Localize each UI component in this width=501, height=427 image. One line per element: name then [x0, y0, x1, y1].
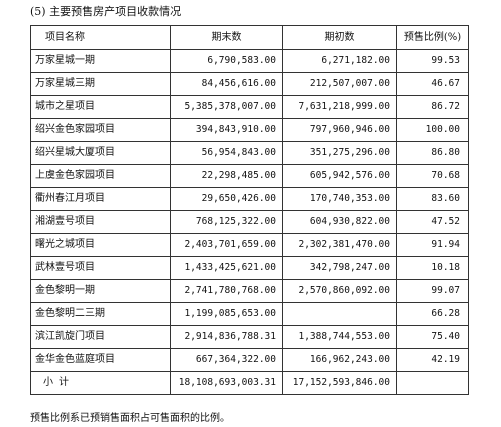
presale-ratio-cell: 83.60: [396, 187, 469, 211]
period-end-cell: 1,199,085,653.00: [170, 302, 283, 326]
project-name-cell: 武林壹号项目: [30, 256, 171, 280]
project-name-cell: 金华金色蓝庭项目: [30, 348, 171, 372]
period-begin-cell: 797,960,946.00: [282, 118, 397, 142]
project-name-cell: 上虞金色家园项目: [30, 164, 171, 188]
period-end-cell: 5,385,378,007.00: [170, 95, 283, 119]
period-end-cell: 2,741,780,768.00: [170, 279, 283, 303]
table-row: 万家星城一期 6,790,583.00 6,271,182.00 99.53: [30, 49, 469, 73]
header-period-end: 期末数: [170, 25, 283, 50]
period-end-cell: 29,650,426.00: [170, 187, 283, 211]
project-name-cell: 湘湖壹号项目: [30, 210, 171, 234]
period-begin-cell: 605,942,576.00: [282, 164, 397, 188]
period-end-cell: 6,790,583.00: [170, 49, 283, 73]
presale-ratio-cell: 91.94: [396, 233, 469, 257]
subtotal-label: 小计: [30, 371, 171, 395]
table-row: 金色黎明一期 2,741,780,768.00 2,570,860,092.00 99…: [30, 279, 469, 303]
presale-ratio-cell: 47.52: [396, 210, 469, 234]
table-row: 绍兴金色家园项目 394,843,910.00 797,960,946.00 100.…: [30, 118, 469, 142]
presale-ratio-cell: 70.68: [396, 164, 469, 188]
presale-ratio-cell: 10.18: [396, 256, 469, 280]
table-row: 绍兴星城大厦项目 56,954,843.00 351,275,296.00 86.80: [30, 141, 469, 165]
project-name-cell: 万家星城三期: [30, 72, 171, 96]
presale-ratio-cell: 75.40: [396, 325, 469, 349]
period-end-cell: 84,456,616.00: [170, 72, 283, 96]
project-name-cell: 曙光之城项目: [30, 233, 171, 257]
header-period-begin: 期初数: [282, 25, 397, 50]
presale-ratio-cell: 86.72: [396, 95, 469, 119]
header-presale-ratio: 预售比例(%): [396, 25, 469, 50]
table-row: 曙光之城项目 2,403,701,659.00 2,302,381,470.00 91…: [30, 233, 469, 257]
subtotal-period-begin: 17,152,593,846.00: [282, 371, 397, 395]
period-begin-cell: [282, 302, 397, 326]
period-end-cell: 56,954,843.00: [170, 141, 283, 165]
period-end-cell: 768,125,322.00: [170, 210, 283, 234]
table-row: 滨江凯旋门项目 2,914,836,788.31 1,388,744,553.00 7…: [30, 325, 469, 349]
period-end-cell: 2,914,836,788.31: [170, 325, 283, 349]
presale-ratio-cell: 99.07: [396, 279, 469, 303]
period-begin-cell: 351,275,296.00: [282, 141, 397, 165]
project-name-cell: 绍兴星城大厦项目: [30, 141, 171, 165]
project-name-cell: 金色黎明二三期: [30, 302, 171, 326]
period-begin-cell: 6,271,182.00: [282, 49, 397, 73]
period-begin-cell: 604,930,822.00: [282, 210, 397, 234]
section-title: (5) 主要预售房产项目收款情况: [30, 5, 182, 18]
table-row: 金色黎明二三期 1,199,085,653.00 66.28: [30, 302, 469, 326]
project-name-cell: 万家星城一期: [30, 49, 171, 73]
period-begin-cell: 1,388,744,553.00: [282, 325, 397, 349]
presale-ratio-cell: 99.53: [396, 49, 469, 73]
period-begin-cell: 7,631,218,999.00: [282, 95, 397, 119]
table-row: 武林壹号项目 1,433,425,621.00 342,798,247.00 10.1…: [30, 256, 469, 280]
period-end-cell: 1,433,425,621.00: [170, 256, 283, 280]
period-end-cell: 2,403,701,659.00: [170, 233, 283, 257]
table-row: 金华金色蓝庭项目 667,364,322.00 166,962,243.00 42.1…: [30, 348, 469, 372]
period-end-cell: 394,843,910.00: [170, 118, 283, 142]
subtotal-row: 小计 18,108,693,003.31 17,152,593,846.00: [30, 371, 469, 395]
table-row: 衢州春江月项目 29,650,426.00 170,740,353.00 83.60: [30, 187, 469, 211]
project-name-cell: 金色黎明一期: [30, 279, 171, 303]
period-begin-cell: 166,962,243.00: [282, 348, 397, 372]
footnote: 预售比例系已预销售面积占可售面积的比例。: [30, 413, 230, 424]
table-row: 湘湖壹号项目 768,125,322.00 604,930,822.00 47.52: [30, 210, 469, 234]
period-begin-cell: 212,507,007.00: [282, 72, 397, 96]
table-row: 上虞金色家园项目 22,298,485.00 605,942,576.00 70.68: [30, 164, 469, 188]
period-begin-cell: 2,302,381,470.00: [282, 233, 397, 257]
period-begin-cell: 342,798,247.00: [282, 256, 397, 280]
presale-ratio-cell: 66.28: [396, 302, 469, 326]
presale-ratio-cell: 46.67: [396, 72, 469, 96]
presale-ratio-cell: 42.19: [396, 348, 469, 372]
project-name-cell: 滨江凯旋门项目: [30, 325, 171, 349]
presale-receipts-table: 项目名称 期末数 期初数 预售比例(%) 万家星城一期 6,790,583.00 6…: [30, 25, 469, 395]
subtotal-ratio: [396, 371, 469, 395]
period-end-cell: 667,364,322.00: [170, 348, 283, 372]
header-project-name: 项目名称: [30, 25, 171, 50]
project-name-cell: 城市之星项目: [30, 95, 171, 119]
project-name-cell: 衢州春江月项目: [30, 187, 171, 211]
project-name-cell: 绍兴金色家园项目: [30, 118, 171, 142]
presale-ratio-cell: 86.80: [396, 141, 469, 165]
subtotal-period-end: 18,108,693,003.31: [170, 371, 283, 395]
period-end-cell: 22,298,485.00: [170, 164, 283, 188]
period-begin-cell: 170,740,353.00: [282, 187, 397, 211]
table-row: 城市之星项目 5,385,378,007.00 7,631,218,999.00 86…: [30, 95, 469, 119]
period-begin-cell: 2,570,860,092.00: [282, 279, 397, 303]
table-body: 万家星城一期 6,790,583.00 6,271,182.00 99.53 万家星城三…: [30, 49, 469, 395]
presale-ratio-cell: 100.00: [396, 118, 469, 142]
table-row: 万家星城三期 84,456,616.00 212,507,007.00 46.67: [30, 72, 469, 96]
table-header-row: 项目名称 期末数 期初数 预售比例(%): [30, 25, 469, 50]
